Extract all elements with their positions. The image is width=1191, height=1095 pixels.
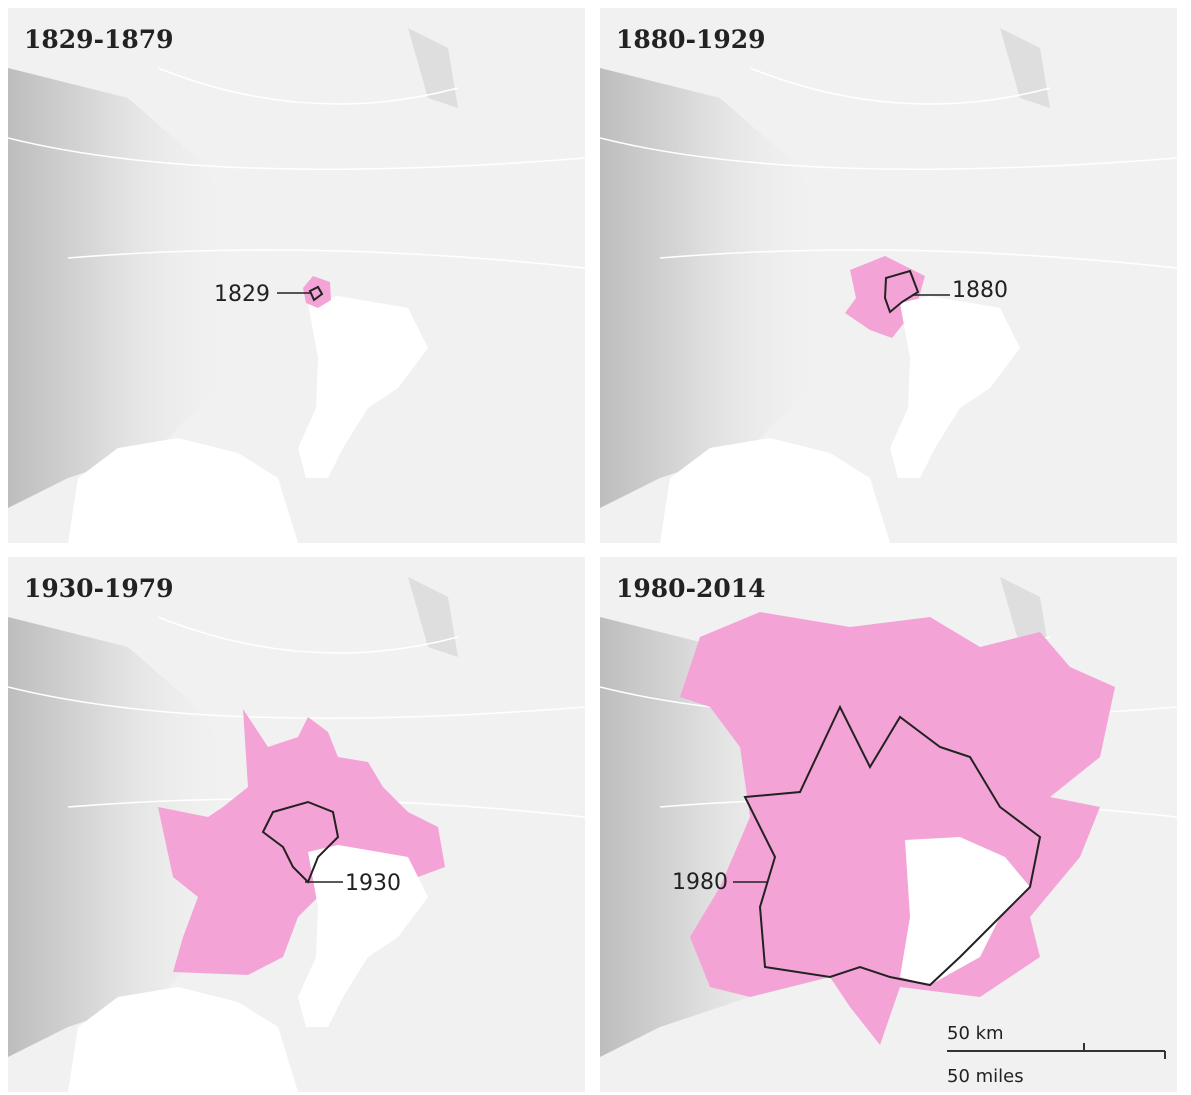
- panel-title: 1880-1929: [616, 25, 766, 54]
- panel-title: 1829-1879: [24, 25, 174, 54]
- map-panel: 1880-1929 1880: [600, 8, 1177, 543]
- panel-title: 1980-2014: [616, 574, 766, 603]
- map-panel: 1930-1979 1930: [8, 557, 585, 1092]
- map-panel: 1980-2014 1980 50 km 50 miles: [600, 557, 1177, 1092]
- outline-label: 1829: [214, 282, 270, 307]
- scale-label: 50 km: [947, 1023, 1004, 1044]
- outline-label: 1980: [672, 870, 728, 895]
- panel-title: 1930-1979: [24, 574, 174, 603]
- map-panel: 1829-1879 1829: [8, 8, 585, 543]
- outline-label: 1880: [952, 278, 1008, 303]
- scale-bar: 50 km 50 miles: [947, 1023, 1166, 1087]
- scale-label: 50 miles: [947, 1066, 1024, 1087]
- outline-label: 1930: [345, 871, 401, 896]
